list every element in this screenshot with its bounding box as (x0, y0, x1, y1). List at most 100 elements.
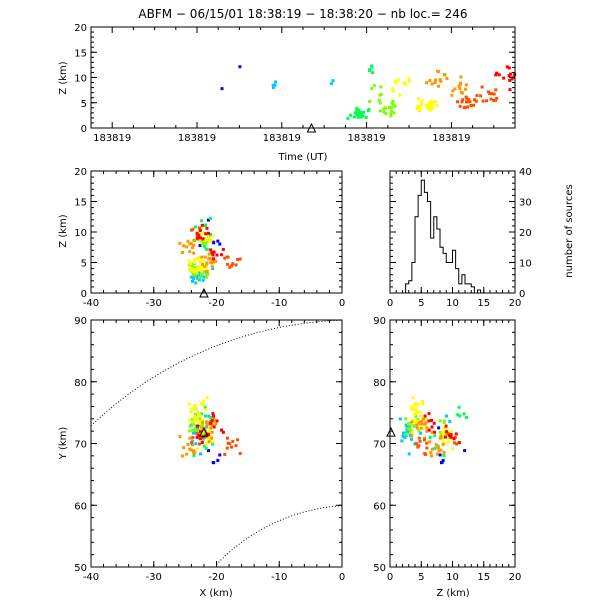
time-height-xtick-label: 183819 (263, 133, 301, 144)
yz-ytick-label: 50 (373, 563, 386, 574)
source-point (444, 426, 448, 430)
source-point (203, 414, 207, 418)
source-point (196, 424, 200, 428)
source-point (466, 100, 470, 104)
source-point (207, 440, 211, 444)
source-point (204, 242, 208, 246)
source-point (211, 414, 215, 418)
yz-xtick-label: 5 (418, 572, 424, 583)
source-point (406, 422, 410, 426)
source-point (391, 89, 395, 93)
source-point (433, 430, 437, 434)
time-axis-label: Time (UT) (278, 152, 328, 163)
source-point (390, 109, 394, 113)
source-point (425, 426, 429, 430)
source-point (416, 104, 420, 108)
xz-xtick-label: -10 (271, 298, 287, 309)
source-point (197, 267, 201, 271)
figure-title: ABFM − 06/15/01 18:38:19 − 18:38:20 − nb… (138, 7, 467, 21)
source-point (494, 73, 498, 77)
source-point (193, 427, 197, 431)
source-point (509, 72, 513, 76)
source-point (238, 65, 242, 69)
xz-xtick-label: -30 (146, 298, 162, 309)
source-point (198, 243, 202, 247)
source-point (356, 114, 360, 118)
source-point (205, 263, 209, 267)
source-point (203, 255, 207, 259)
source-point (436, 84, 440, 88)
source-point (413, 424, 417, 428)
source-point (223, 452, 227, 456)
source-point (405, 424, 409, 428)
source-point (182, 446, 186, 450)
source-point (195, 429, 199, 433)
source-point (212, 425, 216, 429)
source-point (425, 429, 429, 433)
source-point (190, 441, 194, 445)
source-point (418, 439, 422, 443)
source-point (441, 458, 445, 462)
source-point (191, 227, 195, 231)
source-point (196, 230, 200, 234)
source-point (441, 439, 445, 443)
source-point (457, 84, 461, 88)
source-point (436, 444, 440, 448)
source-point (416, 97, 420, 101)
source-point (442, 419, 446, 423)
source-point (197, 412, 201, 416)
source-point (446, 431, 450, 435)
source-point (200, 269, 204, 273)
source-point (419, 426, 423, 430)
source-point (415, 423, 419, 427)
source-point (188, 250, 192, 254)
source-point (271, 83, 275, 87)
source-point (481, 99, 485, 103)
source-point (195, 268, 199, 272)
source-point (211, 234, 215, 238)
source-point (199, 266, 203, 270)
source-point (193, 238, 197, 242)
source-point (204, 232, 208, 236)
source-point (462, 412, 466, 416)
source-point (331, 79, 335, 83)
source-point (410, 420, 414, 424)
source-point (390, 105, 394, 109)
source-point (505, 65, 509, 69)
source-point (182, 244, 186, 248)
source-point (198, 274, 202, 278)
source-point (231, 262, 235, 266)
source-point (205, 261, 209, 265)
source-point (464, 105, 468, 109)
source-point (197, 434, 201, 438)
source-point (472, 98, 476, 102)
source-point (205, 270, 209, 274)
source-point (425, 446, 429, 450)
source-point (207, 239, 211, 243)
source-point (437, 426, 441, 430)
source-point (389, 114, 393, 118)
time-height-frame (90, 26, 516, 129)
source-point (414, 442, 418, 446)
source-point (465, 100, 469, 104)
source-point (201, 278, 205, 282)
histogram-xtick-label: 5 (418, 298, 424, 309)
source-point (194, 407, 198, 411)
source-point (189, 262, 193, 266)
source-point (378, 93, 382, 97)
source-point (196, 447, 200, 451)
source-point (398, 417, 402, 421)
source-point (210, 265, 214, 269)
source-point (459, 75, 463, 79)
source-point (443, 442, 447, 446)
source-point (190, 246, 194, 250)
source-point (215, 419, 219, 423)
source-point (454, 432, 458, 436)
source-point (401, 431, 405, 435)
source-point (200, 219, 204, 223)
source-point (424, 421, 428, 425)
source-point (420, 102, 424, 106)
source-point (443, 73, 447, 77)
source-point (450, 93, 454, 97)
source-point (226, 441, 230, 445)
